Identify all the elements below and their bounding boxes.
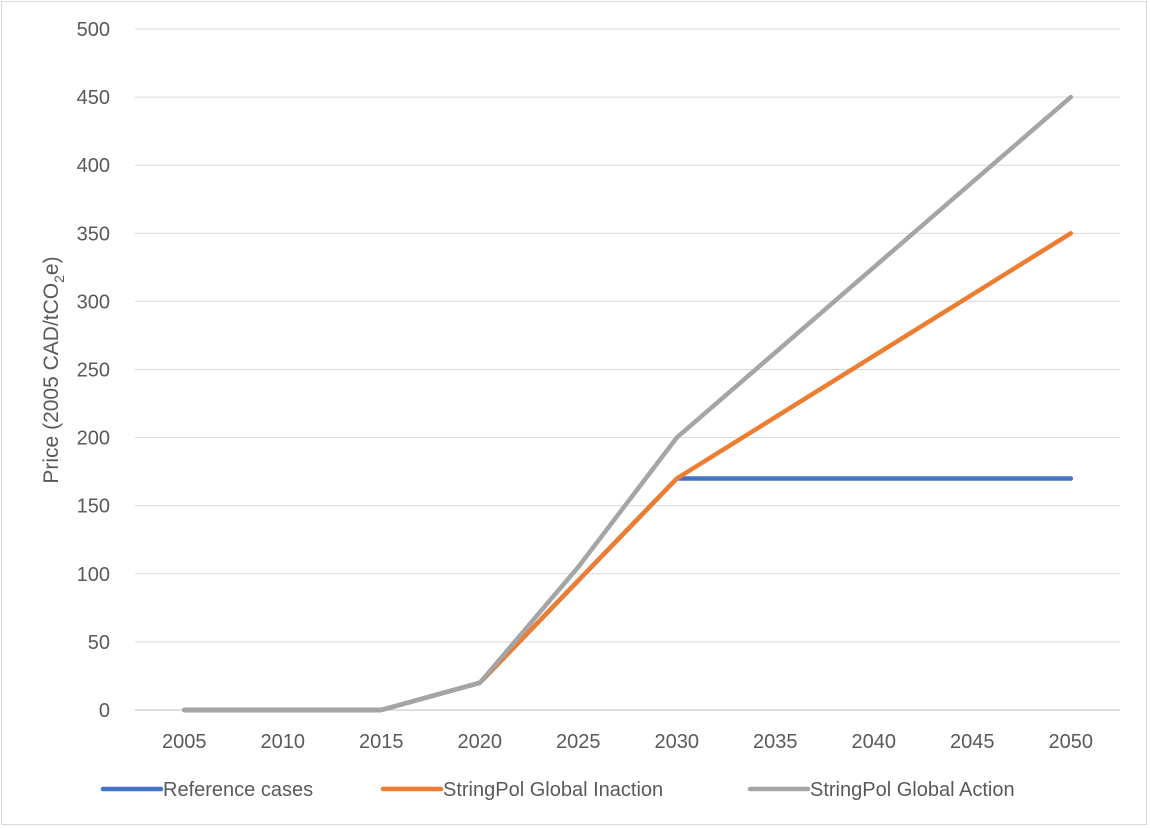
y-tick-label: 100 <box>77 564 110 586</box>
series-line-2 <box>182 231 1074 713</box>
legend-label-3: StringPol Global Action <box>810 779 1015 801</box>
gridlines <box>135 28 1120 711</box>
legend: Reference cases StringPol Global Inaction… <box>100 779 1015 801</box>
x-axis-ticks: 2005 2010 2015 2020 2025 2030 2035 2040 2045 2050 <box>162 731 1093 753</box>
series-line-1 <box>182 476 1074 713</box>
y-tick-label: 150 <box>77 496 110 518</box>
y-axis-ticks: 0 50 100 150 200 250 300 350 400 450 500 <box>77 19 110 722</box>
x-tick-label: 2015 <box>359 731 404 753</box>
series-line-3 <box>182 94 1074 713</box>
y-tick-label: 500 <box>77 19 110 41</box>
y-tick-label: 450 <box>77 87 110 109</box>
y-tick-label: 0 <box>99 700 110 722</box>
series-lines <box>182 94 1074 713</box>
y-tick-label: 250 <box>77 360 110 382</box>
x-tick-label: 2050 <box>1049 731 1094 753</box>
x-tick-label: 2030 <box>655 731 700 753</box>
x-tick-label: 2005 <box>162 731 207 753</box>
legend-label-2: StringPol Global Inaction <box>443 779 663 801</box>
x-tick-label: 2025 <box>556 731 601 753</box>
y-tick-label: 50 <box>88 632 110 654</box>
y-tick-label: 300 <box>77 291 110 313</box>
x-tick-label: 2040 <box>852 731 897 753</box>
x-tick-label: 2020 <box>458 731 503 753</box>
legend-label-1: Reference cases <box>163 779 313 801</box>
x-tick-label: 2010 <box>261 731 306 753</box>
y-axis-title: Price (2005 CAD/tCO2e) <box>40 256 67 483</box>
y-tick-label: 200 <box>77 428 110 450</box>
y-tick-label: 350 <box>77 223 110 245</box>
y-tick-label: 400 <box>77 155 110 177</box>
x-tick-label: 2045 <box>950 731 995 753</box>
x-tick-label: 2035 <box>753 731 798 753</box>
